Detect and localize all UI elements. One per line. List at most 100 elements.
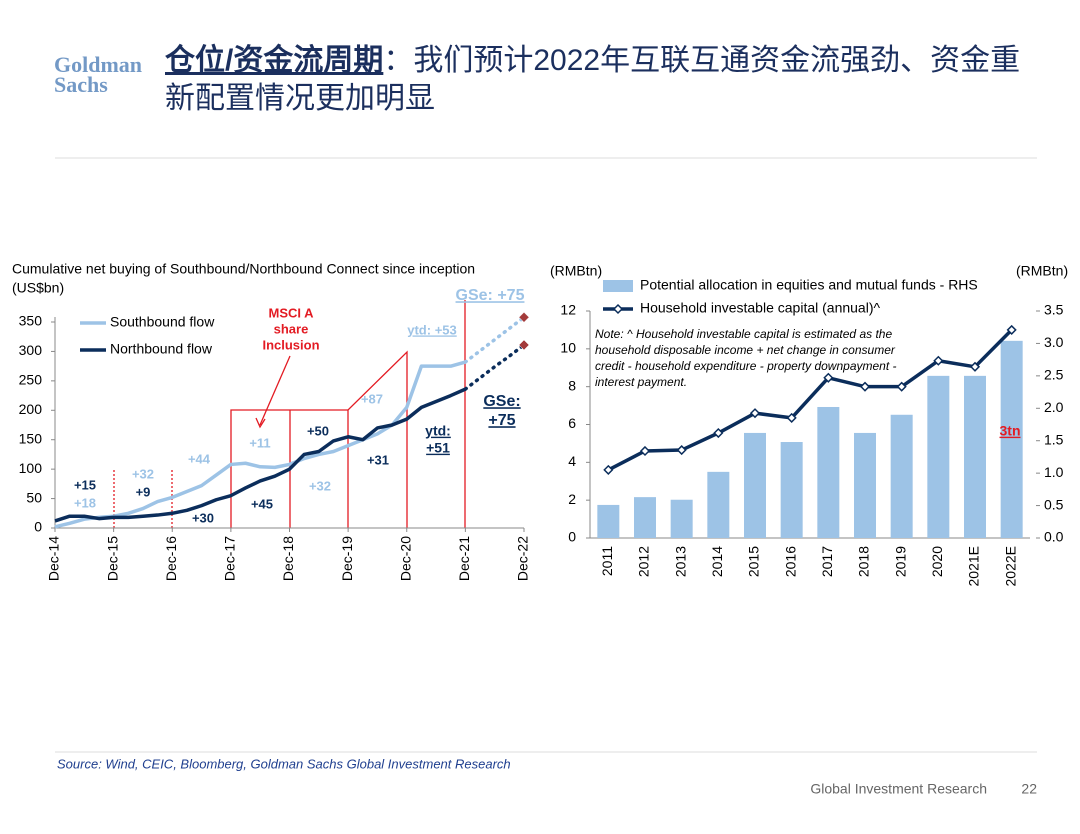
y2-tick-label: 0.5 — [1044, 496, 1064, 512]
annotation: +18 — [74, 495, 96, 510]
bar — [927, 375, 950, 538]
bar — [707, 471, 730, 538]
x-tick-label: Dec-14 — [46, 536, 62, 581]
y2-tick-label: 1.0 — [1044, 464, 1064, 480]
forecast-point — [518, 339, 530, 351]
annotation: +44 — [188, 451, 211, 466]
series-line — [607, 328, 1013, 472]
line-point — [786, 412, 797, 423]
x-tick-label: 2020 — [929, 546, 945, 577]
x-tick-label: Dec-22 — [515, 536, 531, 581]
annotation: ytd: — [425, 423, 451, 439]
bar — [854, 432, 876, 538]
y2-tick-label: 1.5 — [1044, 431, 1064, 447]
annotation: +51 — [426, 440, 450, 456]
x-tick-label: 2016 — [782, 546, 798, 577]
line-point — [713, 427, 724, 439]
x-tick-label: 2018 — [856, 546, 872, 577]
footer-org: Global Investment Research — [810, 781, 987, 797]
annotation: +50 — [307, 423, 329, 438]
series-line — [54, 360, 466, 529]
inclusion-guides — [113, 300, 466, 528]
bar — [780, 442, 803, 538]
series-line — [54, 387, 467, 523]
x-tick-label: 2013 — [672, 546, 688, 577]
title-highlight: 仓位/资金流周期 — [165, 44, 384, 77]
annotation: ytd: +53 — [407, 322, 457, 337]
x-tick-label: 2017 — [819, 546, 835, 577]
line-point — [1006, 324, 1017, 335]
line-point — [749, 408, 761, 419]
y-tick-label: 6 — [568, 415, 576, 431]
bar — [634, 497, 656, 538]
x-tick-label: Dec-16 — [163, 536, 179, 581]
legend-label: Northbound flow — [110, 341, 213, 357]
x-tick-label: 2012 — [636, 546, 652, 577]
x-tick-label: Dec-15 — [104, 536, 120, 581]
y-tick-label: 4 — [568, 453, 576, 469]
series-line — [463, 343, 526, 391]
y-tick-label: 8 — [568, 377, 576, 393]
note: credit - household expenditure - propert… — [595, 359, 897, 373]
legend-label: Household investable capital (annual)^ — [640, 300, 880, 316]
y-tick-label: 350 — [19, 313, 43, 329]
y-tick-label: 50 — [26, 489, 42, 505]
bar — [744, 432, 766, 538]
guide-arrow-head — [255, 417, 266, 429]
note: Note: ^ Household investable capital is … — [595, 327, 892, 341]
axis-label: (RMBtn) — [550, 263, 602, 279]
line-point — [933, 355, 944, 366]
annotation: +32 — [309, 478, 331, 493]
y2-tick-label: 0.0 — [1044, 529, 1064, 545]
annotation: +11 — [249, 435, 270, 450]
axis-label: (US$bn) — [12, 280, 64, 296]
forecast-point — [518, 311, 530, 323]
page-number: 22 — [1021, 781, 1037, 797]
line-point — [823, 372, 834, 383]
annotation: MSCI A — [268, 305, 314, 320]
x-tick-label: Dec-18 — [280, 536, 296, 581]
bar — [890, 414, 913, 538]
x-tick-label: 2014 — [709, 546, 725, 577]
y-tick-label: 10 — [560, 340, 576, 356]
annotation: +15 — [74, 477, 96, 492]
bar — [1000, 340, 1023, 538]
x-tick-label: Dec-21 — [456, 536, 472, 581]
y-tick-label: 0 — [34, 519, 42, 535]
line-point — [896, 381, 907, 392]
legend-swatch — [603, 280, 633, 292]
series-line — [463, 315, 526, 364]
y2-tick-label: 3.5 — [1044, 302, 1064, 318]
logo: Sachs — [54, 72, 108, 97]
x-tick-label: 2011 — [599, 546, 615, 576]
axis-label: (RMBtn) — [1016, 263, 1068, 279]
y-tick-label: 300 — [19, 342, 43, 358]
legend-label: Southbound flow — [110, 314, 215, 330]
line-point — [676, 444, 687, 456]
line-point — [603, 464, 614, 475]
bar — [817, 406, 840, 538]
annotation: +32 — [132, 466, 154, 481]
y-tick-label: 12 — [560, 302, 576, 318]
note: interest payment. — [595, 375, 687, 389]
title-text: ：我们预计2022年互联互通资金流强劲、资金重新配置情况更加明显 — [165, 44, 1021, 115]
x-tick-label: 2019 — [892, 546, 908, 577]
guide-arrow — [259, 355, 291, 426]
annotation: +31 — [367, 452, 389, 467]
legend-swatch — [612, 303, 624, 315]
line-point — [639, 445, 651, 457]
annotation: GSe: — [483, 393, 520, 410]
y-tick-label: 250 — [19, 372, 43, 388]
chart-title: Cumulative net buying of Southbound/Nort… — [12, 261, 475, 277]
bar — [964, 375, 986, 538]
legend-label: Potential allocation in equities and mut… — [640, 277, 978, 293]
x-tick-label: Dec-19 — [339, 536, 355, 581]
source: Source: Wind, CEIC, Bloomberg, Goldman S… — [57, 756, 511, 771]
bar — [670, 499, 693, 538]
annotation: GSe: +75 — [456, 287, 525, 304]
line-point — [969, 361, 981, 372]
annotation: share — [274, 321, 309, 336]
y2-tick-label: 3.0 — [1044, 334, 1064, 350]
